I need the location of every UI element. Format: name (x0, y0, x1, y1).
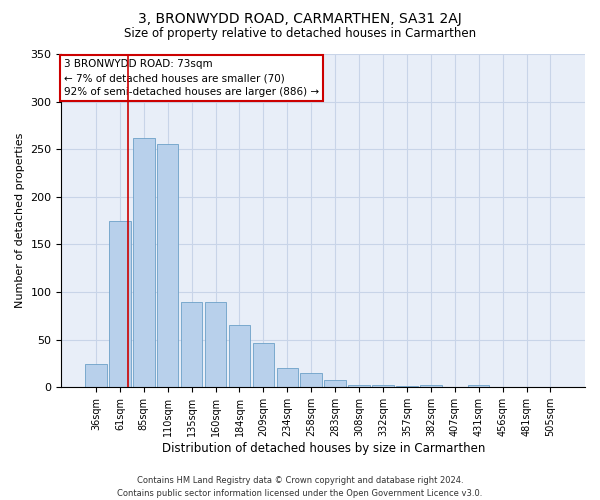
Y-axis label: Number of detached properties: Number of detached properties (15, 133, 25, 308)
Bar (277, 368, 298, 388)
Bar (109, 220, 131, 388)
Bar (325, 380, 346, 388)
Bar (157, 144, 178, 388)
Bar (85, 364, 107, 388)
Text: Size of property relative to detached houses in Carmarthen: Size of property relative to detached ho… (124, 28, 476, 40)
Bar (181, 302, 202, 388)
Text: 3, BRONWYDD ROAD, CARMARTHEN, SA31 2AJ: 3, BRONWYDD ROAD, CARMARTHEN, SA31 2AJ (138, 12, 462, 26)
Bar (396, 386, 418, 388)
Bar (420, 386, 442, 388)
Bar (205, 302, 226, 388)
Bar (133, 138, 155, 388)
Bar (349, 386, 370, 388)
Bar (253, 342, 274, 388)
Bar (229, 326, 250, 388)
X-axis label: Distribution of detached houses by size in Carmarthen: Distribution of detached houses by size … (161, 442, 485, 455)
Bar (301, 373, 322, 388)
Bar (372, 386, 394, 388)
Text: 3 BRONWYDD ROAD: 73sqm
← 7% of detached houses are smaller (70)
92% of semi-deta: 3 BRONWYDD ROAD: 73sqm ← 7% of detached … (64, 59, 319, 97)
Bar (468, 386, 490, 388)
Text: Contains HM Land Registry data © Crown copyright and database right 2024.
Contai: Contains HM Land Registry data © Crown c… (118, 476, 482, 498)
